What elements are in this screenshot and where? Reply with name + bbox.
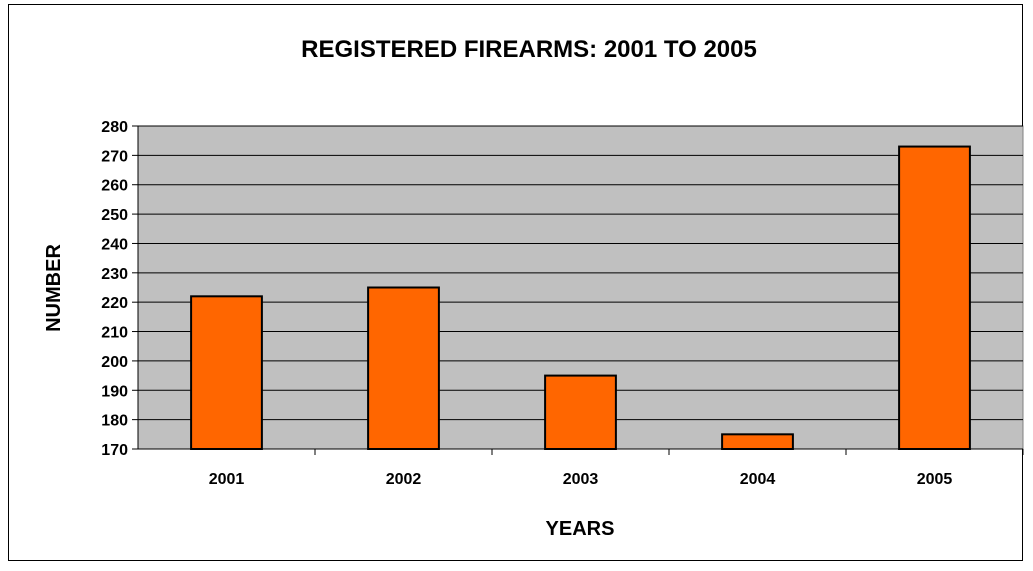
x-tick-label: 2003 bbox=[563, 471, 599, 488]
x-tick-label: 2004 bbox=[740, 471, 776, 488]
y-tick-label: 280 bbox=[101, 119, 128, 136]
x-axis-label: YEARS bbox=[546, 518, 615, 540]
y-tick-label: 210 bbox=[101, 325, 128, 342]
bar-2005 bbox=[898, 145, 971, 451]
y-tick-label: 250 bbox=[101, 207, 128, 224]
chart-title: REGISTERED FIREARMS: 2001 TO 2005 bbox=[301, 36, 757, 63]
bar-2002 bbox=[367, 286, 440, 450]
y-tick-label: 260 bbox=[101, 178, 128, 195]
y-tick-label: 180 bbox=[101, 413, 128, 430]
x-tick-label: 2002 bbox=[386, 471, 422, 488]
y-tick-label: 240 bbox=[101, 236, 128, 253]
bar-2001 bbox=[190, 295, 263, 450]
y-tick-label: 200 bbox=[101, 354, 128, 371]
y-tick-label: 270 bbox=[101, 148, 128, 165]
y-tick-label: 190 bbox=[101, 383, 128, 400]
y-tick-label: 230 bbox=[101, 266, 128, 283]
bar-2003 bbox=[544, 374, 617, 450]
x-tick-label: 2001 bbox=[209, 471, 245, 488]
bar-2004 bbox=[721, 433, 794, 450]
y-tick-label: 170 bbox=[101, 442, 128, 459]
y-axis-label: NUMBER bbox=[43, 244, 65, 332]
y-tick-label: 220 bbox=[101, 295, 128, 312]
x-tick-label: 2005 bbox=[917, 471, 953, 488]
